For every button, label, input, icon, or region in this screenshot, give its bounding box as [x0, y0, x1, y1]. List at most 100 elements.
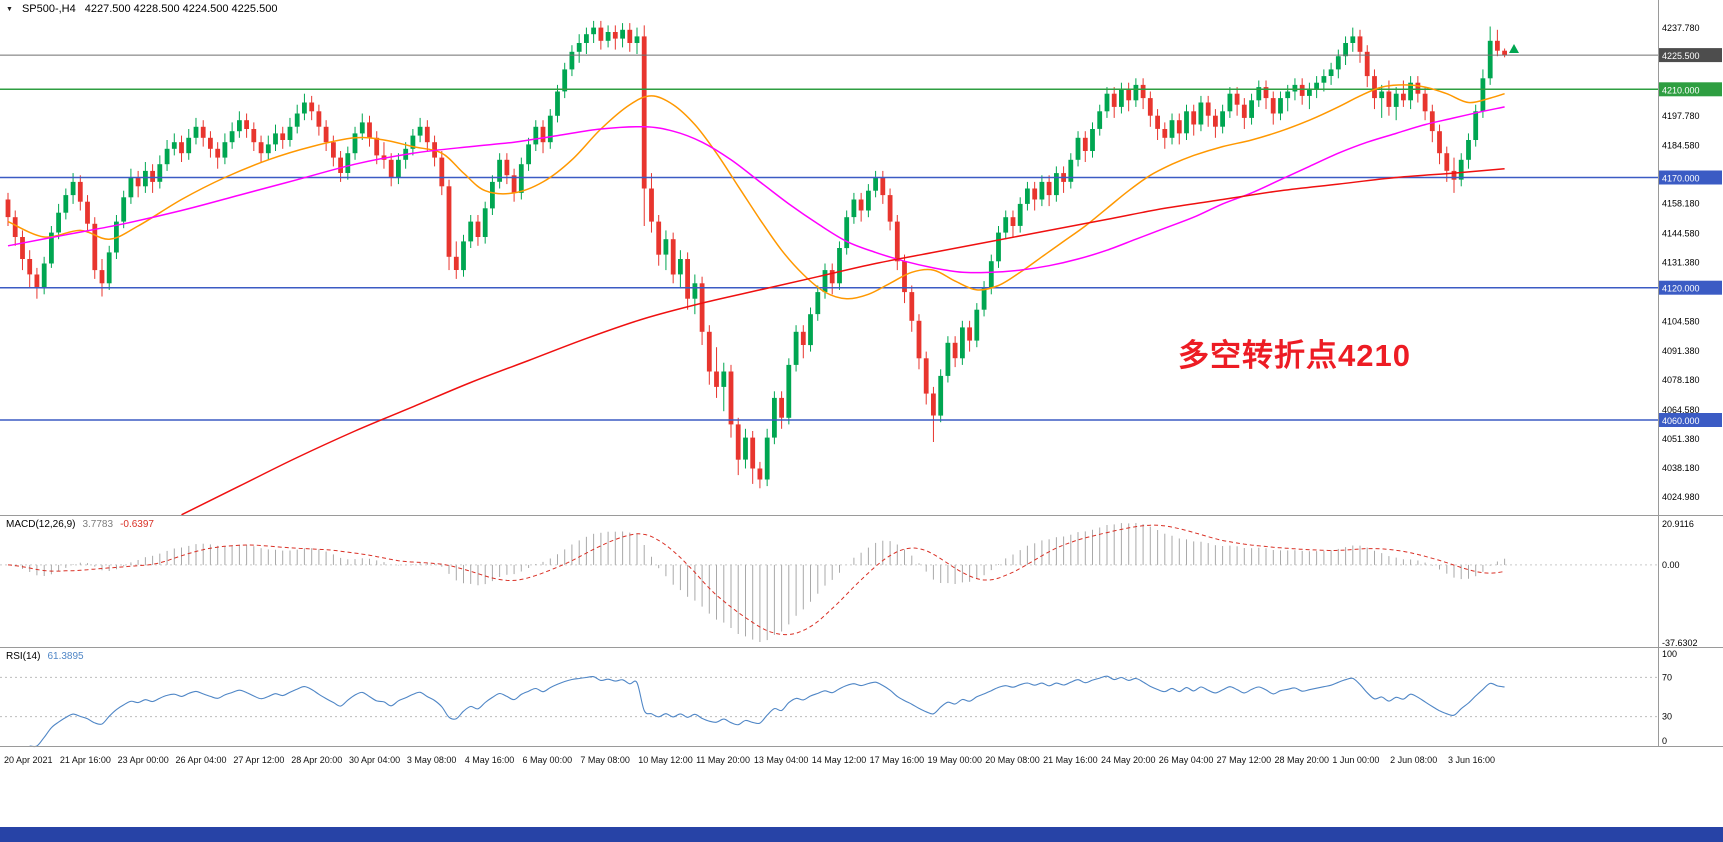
rsi-axis-label: 100	[1662, 649, 1677, 659]
candle	[938, 369, 944, 423]
candle	[721, 362, 727, 412]
candle	[598, 20, 604, 50]
candle	[121, 190, 127, 229]
candle	[1003, 210, 1009, 240]
candle	[1140, 78, 1146, 110]
candle	[446, 179, 452, 271]
candle	[352, 126, 358, 160]
candle	[880, 170, 886, 204]
candle	[808, 307, 813, 352]
price-axis-label: 4158.180	[1662, 199, 1700, 209]
candle	[1155, 109, 1160, 140]
candle	[1191, 104, 1197, 136]
candle	[41, 256, 47, 295]
time-label: 6 May 00:00	[522, 755, 573, 765]
moving-averages	[7, 84, 1505, 516]
candle	[663, 230, 669, 271]
price-axis[interactable]: 4237.780 4197.780 4184.580 4158.180 4144.580…	[1659, 23, 1722, 502]
candle	[92, 217, 98, 279]
candle	[273, 124, 278, 151]
price-axis-label: 4051.380	[1662, 434, 1700, 444]
up-arrow-marker	[1509, 44, 1519, 53]
candle	[1263, 80, 1269, 110]
rsi-axis-label: 30	[1662, 712, 1672, 722]
macd-signal-line	[7, 524, 1505, 636]
time-axis[interactable]: 20 Apr 2021 21 Apr 16:00 23 Apr 00:00 26 Ap…	[0, 747, 1723, 777]
time-label: 14 May 12:00	[811, 755, 867, 765]
candle	[540, 120, 546, 154]
symbol-period-label: SP500-,H4	[21, 3, 76, 15]
candle	[410, 129, 416, 156]
time-label: 28 May 20:00	[1274, 755, 1330, 765]
candle	[706, 325, 712, 385]
candle	[251, 122, 257, 151]
candle	[20, 230, 25, 271]
candle	[99, 259, 105, 297]
candle	[728, 364, 734, 438]
macd-main-value: 3.7783	[82, 519, 114, 530]
time-label: 3 May 08:00	[406, 755, 457, 765]
candle	[1054, 166, 1059, 202]
candle	[931, 386, 936, 442]
time-label: 27 May 12:00	[1216, 755, 1272, 765]
support-resistance-lines[interactable]	[0, 54, 1658, 421]
candle	[77, 175, 83, 211]
time-label: 27 Apr 12:00	[233, 755, 285, 765]
candle	[49, 226, 54, 268]
candle	[1444, 146, 1450, 182]
candle	[1466, 133, 1471, 169]
candle	[829, 263, 835, 295]
candle	[490, 175, 495, 215]
macd-axis-label: -37.6302	[1662, 638, 1698, 648]
candle	[974, 303, 980, 348]
price-tag-label: 4170.000	[1662, 174, 1700, 184]
time-label: 3 Jun 16:00	[1448, 755, 1496, 765]
candle	[714, 347, 719, 398]
time-label: 24 May 20:00	[1100, 755, 1156, 765]
candle	[323, 120, 329, 151]
candle	[800, 325, 806, 359]
rsi-line	[29, 675, 1505, 748]
candle	[1104, 87, 1110, 118]
candle	[280, 126, 286, 149]
candle	[518, 157, 524, 200]
ohlc-readout: 4227.500 4228.500 4224.500 4225.500	[84, 3, 278, 15]
candle	[258, 135, 264, 162]
candle	[1220, 104, 1225, 134]
candle	[511, 168, 517, 202]
candle	[902, 254, 907, 304]
price-axis-label: 4237.780	[1662, 23, 1700, 33]
candle	[1241, 98, 1247, 129]
candle	[200, 120, 206, 147]
annotation-text: 多空转折点4210	[1178, 338, 1411, 373]
candle	[208, 131, 213, 158]
candle	[605, 25, 611, 48]
candle	[757, 461, 763, 489]
candle	[381, 142, 387, 169]
time-label: 21 Apr 16:00	[59, 755, 111, 765]
macd-indicator-label: MACD(12,26,9) 3.7783 -0.6397	[6, 519, 154, 530]
candle	[555, 84, 560, 123]
candle	[475, 215, 481, 246]
candle	[1364, 45, 1370, 88]
time-label: 17 May 16:00	[869, 755, 925, 765]
candle	[157, 155, 163, 189]
candle	[1256, 80, 1262, 107]
pane-separators	[0, 0, 1723, 747]
price-axis-label: 4131.380	[1662, 258, 1700, 268]
candle	[1119, 82, 1124, 114]
candle	[5, 192, 11, 226]
candle	[1350, 27, 1356, 52]
candle	[229, 122, 235, 149]
candle	[858, 192, 864, 222]
price-axis-label: 4184.580	[1662, 140, 1700, 150]
candle	[359, 113, 365, 140]
candle	[1169, 113, 1175, 145]
price-tag	[1659, 48, 1722, 63]
time-label: 21 May 16:00	[1043, 755, 1098, 765]
candle	[215, 142, 221, 169]
price-axis-label: 4091.380	[1662, 346, 1700, 356]
candle	[634, 27, 640, 54]
candle	[316, 104, 322, 136]
